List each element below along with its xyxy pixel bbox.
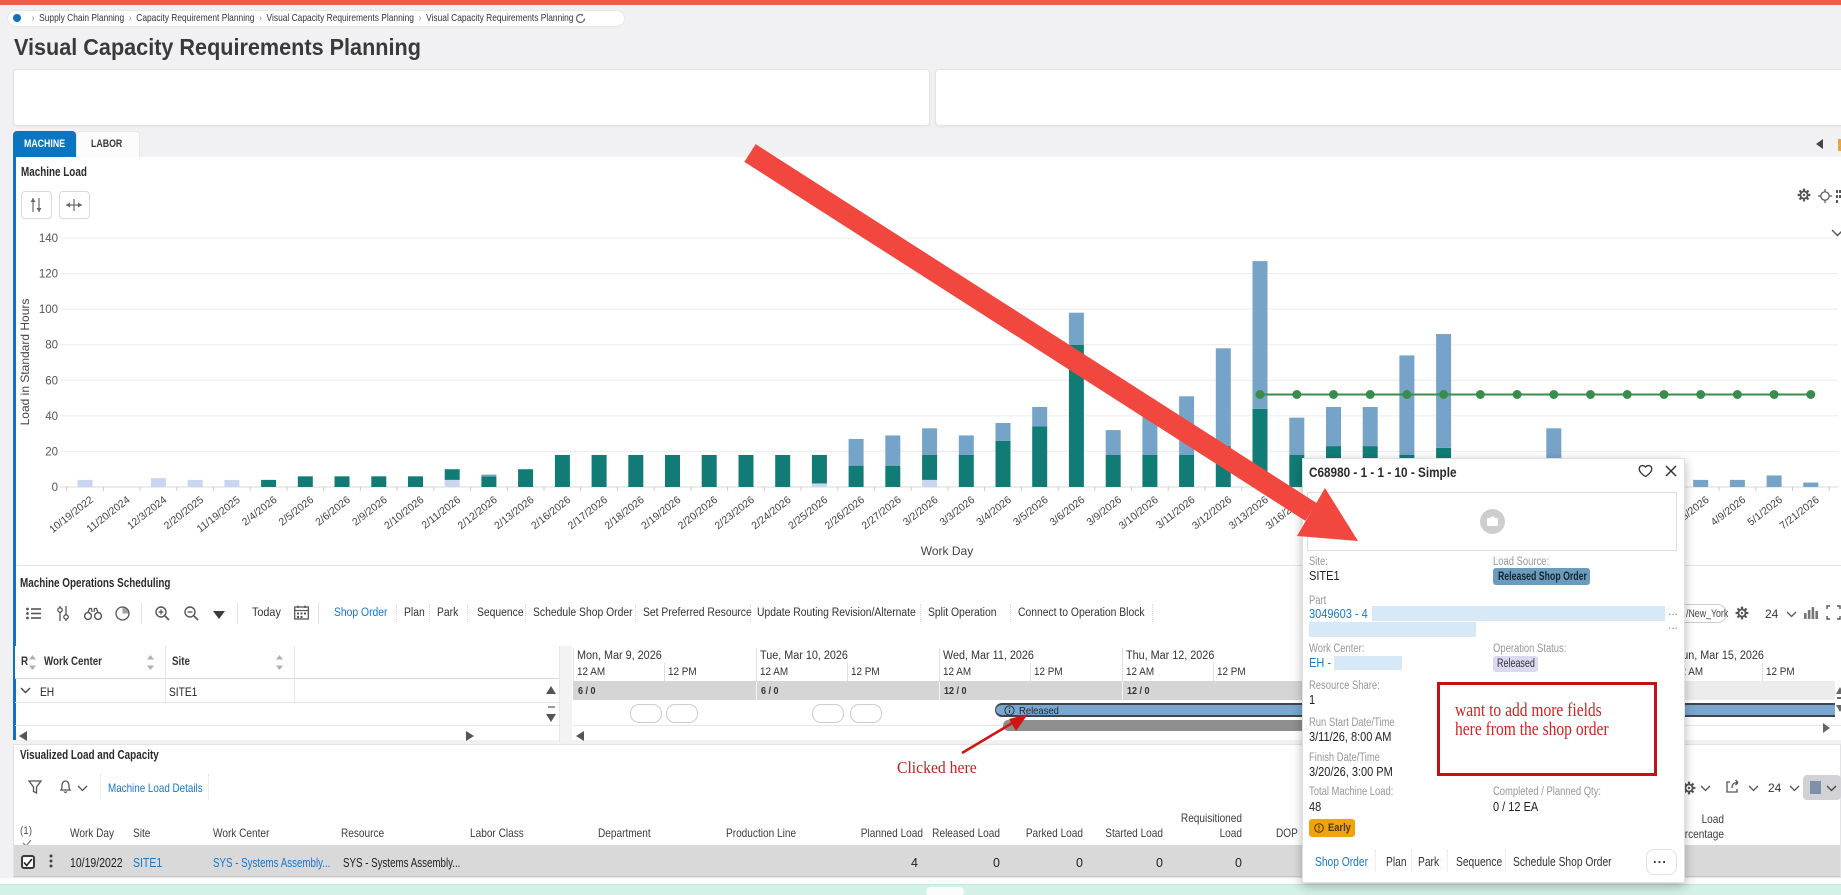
svg-text:3/6/2026: 3/6/2026 — [1048, 494, 1088, 529]
svg-text:3/4/2026: 3/4/2026 — [974, 494, 1014, 529]
svg-text:2/18/2026: 2/18/2026 — [602, 494, 646, 532]
svg-text:2/26/2026: 2/26/2026 — [823, 494, 867, 532]
svg-text:2/6/2026: 2/6/2026 — [313, 494, 353, 529]
svg-text:3/2/2026: 3/2/2026 — [901, 494, 941, 529]
svg-text:3/12/2026: 3/12/2026 — [1190, 494, 1234, 532]
svg-text:3/10/2026: 3/10/2026 — [1117, 494, 1161, 532]
svg-text:2/24/2026: 2/24/2026 — [749, 494, 793, 532]
svg-text:4/9/2026: 4/9/2026 — [1709, 494, 1749, 529]
svg-text:140: 140 — [39, 233, 58, 245]
svg-text:3/3/2026: 3/3/2026 — [938, 494, 978, 529]
svg-text:120: 120 — [39, 269, 58, 281]
svg-text:12/3/2024: 12/3/2024 — [125, 494, 169, 532]
svg-text:7/21/2026: 7/21/2026 — [1777, 494, 1821, 532]
svg-text:2/19/2026: 2/19/2026 — [639, 494, 683, 532]
svg-text:Work Day: Work Day — [921, 544, 973, 558]
svg-text:Load in Standard Hours: Load in Standard Hours — [18, 299, 32, 426]
svg-text:80: 80 — [45, 340, 58, 352]
svg-text:3/11/2026: 3/11/2026 — [1154, 494, 1198, 532]
svg-text:2/23/2026: 2/23/2026 — [713, 494, 757, 532]
svg-text:2/5/2026: 2/5/2026 — [277, 494, 317, 529]
svg-text:3/13/2026: 3/13/2026 — [1227, 494, 1271, 532]
svg-text:100: 100 — [39, 304, 58, 316]
svg-text:2/16/2026: 2/16/2026 — [529, 494, 573, 532]
svg-text:2/25/2026: 2/25/2026 — [786, 494, 830, 532]
svg-text:2/20/2026: 2/20/2026 — [676, 494, 720, 532]
svg-text:2/11/2026: 2/11/2026 — [419, 494, 463, 532]
svg-text:2/4/2026: 2/4/2026 — [240, 494, 280, 529]
svg-text:2/12/2026: 2/12/2026 — [456, 494, 500, 532]
svg-text:40: 40 — [45, 411, 58, 423]
svg-text:2/27/2026: 2/27/2026 — [859, 494, 903, 532]
svg-text:2/13/2026: 2/13/2026 — [492, 494, 536, 532]
svg-text:0: 0 — [52, 482, 58, 494]
svg-text:2/17/2026: 2/17/2026 — [566, 494, 610, 532]
svg-text:60: 60 — [45, 375, 58, 387]
svg-text:2/10/2026: 2/10/2026 — [382, 494, 426, 532]
svg-text:20: 20 — [45, 446, 58, 458]
svg-text:3/5/2026: 3/5/2026 — [1011, 494, 1051, 529]
